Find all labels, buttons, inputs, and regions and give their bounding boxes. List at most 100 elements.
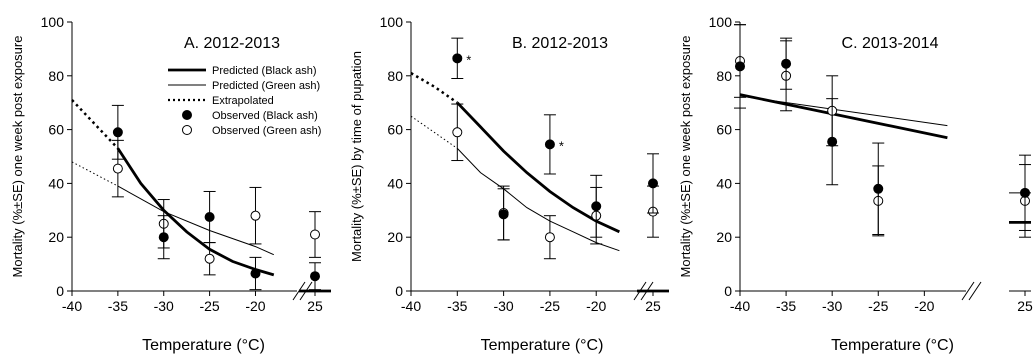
observed-green-marker	[451, 103, 464, 162]
x-tick-label: -40	[401, 298, 421, 314]
predicted-green-line	[739, 95, 948, 127]
panel-a: 0 20 40 60 80 100 -40 -35 -30 -25 -20 25 Temperature…	[10, 14, 331, 354]
x-tick-label: -35	[776, 298, 796, 314]
observed-green-point	[544, 232, 555, 243]
extrapolated-black-line	[410, 72, 459, 104]
legend-entry-label: Predicted (Green ash)	[212, 80, 320, 92]
y-axis-label: Mortality (%±SE) one week post exposure	[678, 36, 693, 278]
legend-entry-label: Extrapolated	[212, 95, 274, 107]
y-axis-label: Mortality (%±SE) by time of pupation	[349, 51, 364, 262]
x-tick-label: -35	[447, 298, 467, 314]
x-axis-label: Temperature (°C)	[831, 337, 954, 354]
panel-title: A. 2012-2013	[184, 35, 280, 52]
y-tick-label: 40	[387, 175, 403, 191]
observed-green-marker	[309, 211, 321, 258]
axis-break-mark	[961, 281, 975, 301]
observed-black-marker	[1019, 154, 1031, 231]
y-tick-label: 80	[48, 68, 64, 84]
predicted-black-line	[116, 147, 275, 277]
observed-black-marker	[497, 188, 510, 241]
observed-black-marker	[543, 114, 556, 175]
observed-black-point	[112, 127, 123, 138]
x-tick-label: -20	[245, 298, 265, 314]
observed-black-point	[1020, 187, 1030, 198]
observed-black-marker	[111, 104, 124, 160]
observed-green-point	[310, 229, 320, 240]
observed-black-point	[591, 201, 602, 212]
x-tick-label: -25	[868, 298, 888, 314]
x-tick-label: -25	[540, 298, 560, 314]
legend-entry-label: Observed (Black ash)	[212, 110, 318, 122]
y-tick-label: 80	[387, 68, 403, 84]
y-tick-label: 0	[724, 283, 732, 299]
observed-black-point	[873, 183, 884, 194]
panel-title: B. 2012-2013	[512, 35, 608, 52]
predicted-black-line	[739, 93, 948, 140]
observed-black-marker	[451, 37, 464, 79]
observed-black-point	[158, 232, 169, 243]
observed-black-point	[648, 178, 658, 189]
observed-black-point	[498, 209, 509, 220]
x-tick-label: 25	[645, 298, 661, 314]
observed-black-point	[827, 136, 838, 147]
observed-black-marker	[590, 174, 603, 238]
legend-entry-label: Predicted (Black ash)	[212, 65, 317, 77]
y-tick-label: 100	[41, 14, 65, 30]
legend-entry-label: Observed (Green ash)	[212, 125, 321, 137]
legend-swatch-filled	[182, 110, 192, 120]
y-tick-label: 0	[395, 283, 403, 299]
y-tick-label: 20	[387, 229, 403, 245]
legend: Predicted (Black ash) Predicted (Green as…	[168, 65, 321, 137]
x-tick-label: -40	[62, 298, 82, 314]
x-tick-label: -30	[493, 298, 513, 314]
x-tick-label: 25	[307, 298, 323, 314]
extrapolated-green-line	[410, 115, 458, 149]
y-tick-label: 0	[56, 283, 64, 299]
observed-black-marker	[309, 262, 321, 291]
observed-green-point	[452, 127, 463, 138]
x-axis-label: Temperature (°C)	[481, 337, 604, 354]
panel-c: 0 20 40 60 80 100 -40 -35 -30 -25 -20 25 Temperature…	[678, 14, 1033, 354]
observed-green-point	[112, 163, 123, 174]
significance-asterisk: *	[559, 138, 564, 153]
observed-black-point	[310, 271, 320, 282]
y-tick-label: 40	[716, 175, 732, 191]
panel-title: C. 2013-2014	[842, 35, 939, 52]
observed-black-point	[250, 268, 261, 279]
observed-black-marker	[647, 153, 659, 214]
y-tick-label: 80	[716, 68, 732, 84]
observed-green-point	[250, 210, 261, 221]
legend-swatch-open	[182, 125, 192, 135]
predicted-green-line	[456, 148, 620, 252]
observed-green-marker	[543, 215, 556, 260]
panel-b: 0 20 40 60 80 100 -40 -35 -30 -25 -20 25 Temperature…	[349, 14, 669, 354]
extrapolated-black-line	[71, 99, 119, 150]
x-axis-label: Temperature (°C)	[142, 337, 265, 354]
x-tick-label: -40	[730, 298, 750, 314]
x-tick-label: -20	[586, 298, 606, 314]
x-tick-label: -20	[914, 298, 934, 314]
y-tick-label: 100	[380, 14, 404, 30]
y-tick-label: 20	[48, 229, 64, 245]
x-tick-label: -35	[108, 298, 128, 314]
y-tick-label: 60	[716, 122, 732, 138]
observed-black-point	[204, 212, 215, 223]
observed-black-marker	[734, 24, 746, 109]
y-tick-label: 100	[709, 14, 733, 30]
observed-black-marker	[249, 256, 262, 291]
observed-black-point	[544, 139, 555, 150]
observed-black-marker	[872, 142, 885, 236]
x-tick-label: -30	[154, 298, 174, 314]
extrapolated-green-line	[71, 161, 119, 187]
y-axis-label: Mortality (%±SE) one week post exposure	[10, 36, 25, 278]
x-tick-label: 25	[1017, 298, 1033, 314]
axis-break-mark	[968, 281, 982, 301]
significance-asterisk: *	[466, 52, 471, 67]
observed-green-marker	[249, 186, 262, 245]
observed-black-marker	[780, 37, 793, 90]
y-tick-label: 40	[48, 175, 64, 191]
observed-black-point	[781, 58, 792, 69]
y-tick-label: 60	[387, 122, 403, 138]
predicted-black-line	[456, 101, 620, 234]
